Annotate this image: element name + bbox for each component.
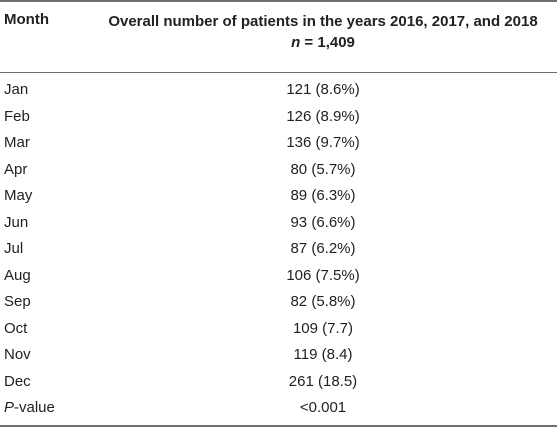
header-n-symbol: n xyxy=(291,34,301,51)
table-top-rule xyxy=(0,0,557,2)
row-month: Apr xyxy=(4,160,28,178)
row-value: 119 (8.4) xyxy=(293,346,353,363)
table-row: Jun 93 (6.6%) xyxy=(0,211,557,238)
row-value: 82 (5.8%) xyxy=(290,293,356,310)
row-value: 109 (7.7) xyxy=(292,319,354,337)
table-row: Nov 119 (8.4) xyxy=(0,343,557,370)
header-n-value: = 1,409 xyxy=(300,34,355,51)
pvalue-label: P-value xyxy=(4,398,55,418)
pvalue-value: <0.001 xyxy=(299,399,347,416)
header-month: Month xyxy=(4,11,49,28)
table-header-rule xyxy=(0,72,557,73)
table-bottom-rule xyxy=(0,425,557,427)
row-month: Jul xyxy=(4,240,24,257)
row-value: 261 (18.5) xyxy=(288,372,358,390)
pvalue-p: P xyxy=(4,399,15,416)
table-row: Jul 87 (6.2%) xyxy=(0,237,557,264)
row-month: Oct xyxy=(4,319,28,337)
table-row-pvalue: P-value <0.001 xyxy=(0,396,557,423)
row-value: 89 (6.3%) xyxy=(290,187,356,204)
row-month: Dec xyxy=(4,372,31,390)
table-row: Feb 126 (8.9%) xyxy=(0,105,557,132)
table-row: May 89 (6.3%) xyxy=(0,184,557,211)
row-value: 106 (7.5%) xyxy=(286,266,360,284)
row-value: 87 (6.2%) xyxy=(290,240,356,257)
table-row: Apr 80 (5.7%) xyxy=(0,158,557,185)
row-month: Mar xyxy=(4,134,30,151)
row-month: Feb xyxy=(4,107,30,125)
header-patients-column: Overall number of patients in the years … xyxy=(88,11,557,53)
row-month: Jan xyxy=(4,81,29,98)
row-month: Jun xyxy=(4,213,29,231)
row-value: 121 (8.6%) xyxy=(286,81,360,98)
row-month: May xyxy=(4,187,33,204)
table-row: Dec 261 (18.5) xyxy=(0,370,557,397)
table-row: Mar 136 (9.7%) xyxy=(0,131,557,158)
table-row: Aug 106 (7.5%) xyxy=(0,264,557,291)
row-month: Sep xyxy=(4,293,31,310)
row-month: Aug xyxy=(4,266,31,284)
table-row: Jan 121 (8.6%) xyxy=(0,78,557,105)
header-n-line: n = 1,409 xyxy=(88,32,557,53)
row-value: 136 (9.7%) xyxy=(286,134,360,151)
header-column-title: Overall number of patients in the years … xyxy=(108,13,538,30)
table-row: Sep 82 (5.8%) xyxy=(0,290,557,317)
pvalue-suffix: -value xyxy=(14,399,55,416)
row-value: 126 (8.9%) xyxy=(286,107,360,125)
table-body: Jan 121 (8.6%) Feb 126 (8.9%) Mar 136 (9.7%… xyxy=(0,78,557,423)
row-value: 80 (5.7%) xyxy=(290,160,356,178)
table-row: Oct 109 (7.7) xyxy=(0,317,557,344)
row-value: 93 (6.6%) xyxy=(290,213,356,231)
row-month: Nov xyxy=(4,346,31,363)
